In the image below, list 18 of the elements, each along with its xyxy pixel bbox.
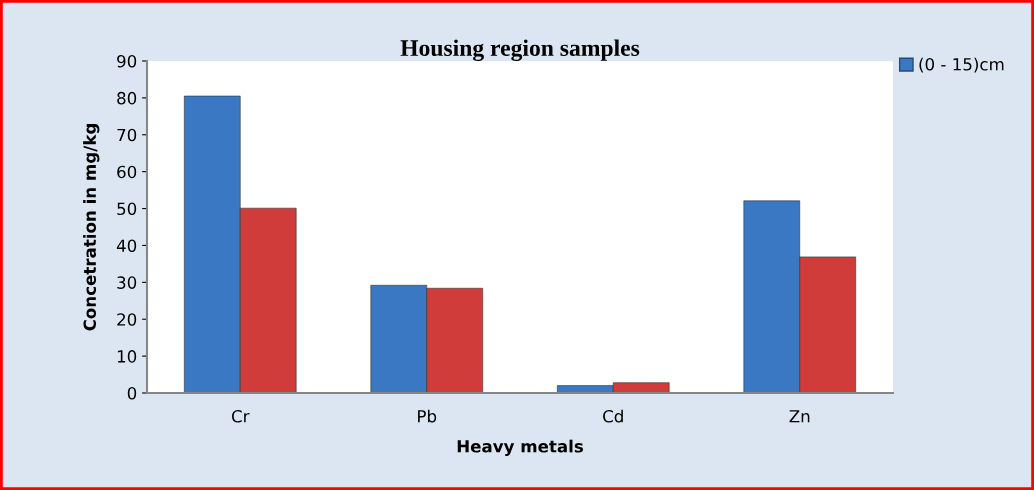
y-tick-label: 40 — [116, 239, 137, 253]
x-tick-label: Zn — [789, 410, 810, 423]
legend-label: (0 - 15)cm — [919, 57, 1004, 73]
y-tick-label: 0 — [127, 386, 137, 400]
y-tick-label: 90 — [117, 54, 137, 68]
x-axis-title: Heavy metals — [457, 439, 583, 456]
y-tick-label: 50 — [117, 202, 137, 216]
y-tick-label: 80 — [117, 91, 137, 105]
y-axis-title: Concetration in mg/kg — [83, 124, 100, 331]
y-tick-label: 10 — [117, 350, 137, 363]
y-tick-label: 70 — [117, 128, 137, 142]
y-tick-label: 20 — [117, 313, 137, 326]
x-tick-label: Cr — [231, 409, 250, 423]
y-tick-label: 30 — [117, 276, 137, 289]
x-tick-label: Cd — [603, 409, 623, 423]
x-tick-label: Pb — [418, 409, 437, 423]
y-tick-label: 60 — [117, 165, 137, 179]
chart-title: Housing region samples — [400, 39, 640, 61]
